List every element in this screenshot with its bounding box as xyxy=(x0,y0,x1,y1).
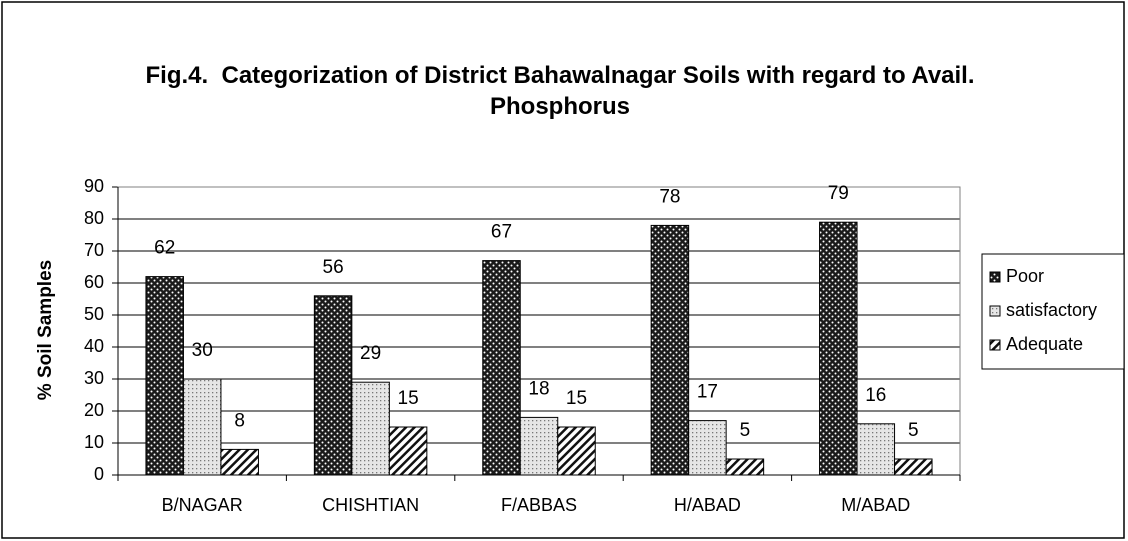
bar xyxy=(182,378,222,476)
y-tick-label: 0 xyxy=(94,464,104,484)
x-tick-label: F/ABBAS xyxy=(501,495,577,515)
x-tick-label: B/NAGAR xyxy=(162,495,243,515)
bar xyxy=(388,426,428,476)
bar xyxy=(725,458,765,476)
bar xyxy=(519,416,559,476)
bar xyxy=(313,295,353,476)
bar xyxy=(145,276,184,476)
legend-swatch xyxy=(989,305,1001,317)
data-label: 56 xyxy=(323,257,344,278)
data-label: 15 xyxy=(398,388,419,409)
data-label: 16 xyxy=(865,385,886,406)
data-label: 62 xyxy=(154,238,175,259)
legend-box xyxy=(981,253,1125,370)
bar xyxy=(856,423,896,476)
legend-swatch xyxy=(989,271,1001,283)
legend-label: Adequate xyxy=(1006,334,1083,354)
data-label: 8 xyxy=(234,410,245,431)
y-axis-label: % Soil Samples xyxy=(35,260,56,400)
chart-title: Fig.4. Categorization of District Bahawa… xyxy=(145,62,982,120)
y-tick-label: 60 xyxy=(84,272,104,292)
bar xyxy=(819,221,858,476)
x-tick-label: CHISHTIAN xyxy=(322,495,419,515)
data-label: 5 xyxy=(908,420,919,441)
data-label: 5 xyxy=(740,420,751,441)
y-tick-label: 40 xyxy=(84,336,104,356)
bar xyxy=(557,426,596,476)
bar xyxy=(688,420,727,476)
x-tick-label: M/ABAD xyxy=(841,495,910,515)
y-tick-label: 80 xyxy=(84,208,104,228)
y-tick-label: 30 xyxy=(84,368,104,388)
data-label: 15 xyxy=(566,388,587,409)
bar xyxy=(894,458,933,476)
data-label: 29 xyxy=(360,343,381,364)
bar xyxy=(482,260,521,476)
bar xyxy=(220,448,259,476)
bar xyxy=(650,224,690,476)
y-tick-label: 90 xyxy=(84,176,104,196)
y-tick-label: 10 xyxy=(84,432,104,452)
legend-label: satisfactory xyxy=(1006,300,1097,320)
data-label: 18 xyxy=(528,378,549,399)
y-tick-label: 50 xyxy=(84,304,104,324)
legend-label: Poor xyxy=(1006,266,1044,286)
y-tick-label: 20 xyxy=(84,400,104,420)
x-tick-label: H/ABAD xyxy=(674,495,741,515)
data-label: 30 xyxy=(192,340,213,361)
y-tick-label: 70 xyxy=(84,240,104,260)
legend-swatch xyxy=(989,339,1001,351)
data-label: 67 xyxy=(491,222,512,243)
bar xyxy=(351,381,390,476)
data-label: 79 xyxy=(828,183,849,204)
data-label: 78 xyxy=(659,186,680,207)
data-label: 17 xyxy=(697,382,718,403)
